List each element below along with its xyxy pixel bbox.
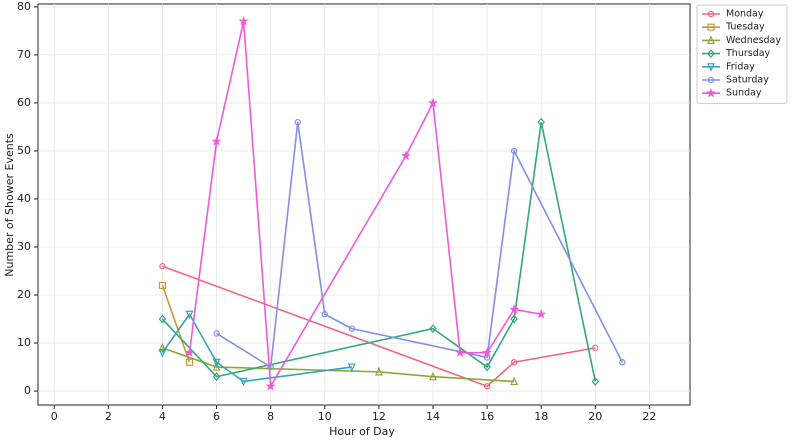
series-line	[162, 265, 596, 388]
series-line	[216, 122, 624, 369]
y-tick-label: 10	[17, 336, 31, 349]
legend-marker	[707, 35, 715, 45]
series-line	[161, 285, 191, 363]
data-point	[238, 15, 249, 26]
legend-label: Friday	[726, 61, 755, 72]
data-point	[429, 371, 437, 381]
data-point	[348, 325, 356, 332]
data-point	[592, 344, 599, 352]
data-point	[509, 304, 520, 314]
x-tick-label: 20	[588, 410, 602, 423]
data-point	[483, 362, 491, 372]
data-point	[159, 263, 166, 270]
x-tick-label: 2	[105, 410, 112, 423]
x-tick-label: 16	[480, 410, 494, 423]
data-point	[483, 383, 491, 390]
x-tick-label: 14	[426, 410, 440, 423]
legend-marker	[707, 23, 715, 31]
plot-frame	[37, 3, 691, 406]
legend-label: Sunday	[726, 88, 762, 99]
data-point	[510, 314, 518, 324]
x-axis-label: Hour of Day	[329, 425, 395, 438]
data-point	[536, 308, 547, 319]
data-point	[427, 97, 439, 108]
data-point	[185, 358, 194, 366]
legend-marker	[707, 76, 715, 84]
data-point	[267, 363, 274, 371]
data-point	[591, 377, 600, 386]
data-point	[510, 147, 518, 155]
data-point	[510, 376, 519, 386]
data-point	[347, 363, 356, 372]
data-point	[213, 330, 220, 337]
x-tick-label: 4	[159, 410, 166, 423]
legend-marker	[705, 87, 717, 98]
data-point	[239, 377, 248, 387]
legend-label: Tuesday	[725, 22, 765, 33]
y-tick-label: 60	[17, 96, 31, 109]
data-point	[158, 342, 167, 352]
legend-marker	[707, 10, 715, 18]
x-tick-label: 12	[372, 410, 386, 423]
data-point	[184, 347, 195, 357]
data-point	[158, 314, 167, 324]
data-point	[537, 117, 545, 127]
series-line	[188, 21, 542, 389]
y-tick-label: 0	[24, 384, 31, 397]
data-point	[510, 359, 518, 366]
data-point	[265, 380, 276, 391]
data-point	[158, 281, 167, 290]
series-line	[161, 312, 352, 383]
legend-label: Thursday	[725, 48, 771, 59]
y-tick-label: 20	[17, 288, 31, 301]
x-tick-label: 22	[642, 410, 656, 423]
data-point	[482, 347, 493, 357]
x-tick-label: 10	[318, 410, 332, 423]
x-tick-label: 0	[51, 410, 58, 423]
legend-label: Saturday	[726, 75, 769, 86]
data-point	[483, 354, 491, 361]
y-tick-label: 50	[17, 144, 31, 157]
y-tick-label: 80	[17, 0, 31, 13]
data-point	[211, 136, 222, 146]
data-point	[212, 372, 221, 382]
data-point	[212, 358, 221, 368]
legend-box	[696, 4, 788, 104]
data-point	[321, 311, 328, 318]
y-axis-label: Number of Shower Events	[3, 133, 16, 277]
data-point	[400, 150, 412, 161]
data-point	[429, 324, 437, 334]
legend-label: Monday	[726, 9, 764, 20]
series-line	[161, 121, 597, 382]
data-point	[374, 366, 383, 376]
y-tick-label: 30	[17, 240, 31, 253]
legend-marker	[707, 49, 715, 59]
data-point	[185, 310, 194, 320]
data-point	[212, 362, 221, 371]
x-tick-label: 8	[267, 410, 274, 423]
data-point	[619, 359, 626, 366]
legend-marker	[707, 63, 715, 72]
data-point	[158, 349, 167, 358]
legend-label: Wednesday	[726, 35, 781, 46]
data-point	[454, 347, 466, 357]
y-tick-label: 40	[17, 192, 31, 205]
series-line	[162, 347, 515, 383]
data-point	[294, 118, 301, 126]
x-tick-label: 18	[534, 410, 548, 423]
x-tick-label: 6	[213, 410, 220, 423]
y-tick-label: 70	[17, 48, 31, 61]
